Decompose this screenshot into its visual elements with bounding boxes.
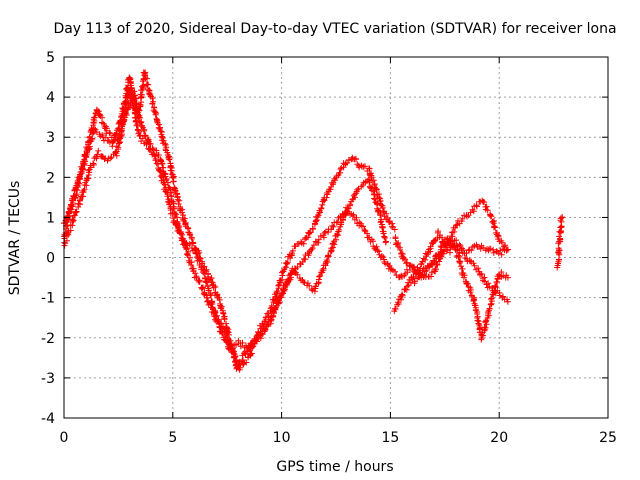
y-tick-label: 3 bbox=[46, 130, 55, 146]
y-axis-label: SDTVAR / TECUs bbox=[7, 181, 23, 296]
data-points bbox=[60, 69, 566, 373]
y-tick-label: 0 bbox=[46, 251, 55, 267]
x-tick-label: 5 bbox=[168, 430, 177, 446]
x-tick-label: 15 bbox=[381, 430, 399, 446]
plot-frame bbox=[63, 56, 609, 419]
x-axis: 0 5 10 15 20 25 bbox=[60, 57, 617, 446]
series-markers bbox=[61, 69, 398, 373]
y-tick-label: 2 bbox=[46, 170, 55, 186]
x-tick-label: 10 bbox=[273, 430, 291, 446]
y-tick-label: -1 bbox=[41, 291, 55, 307]
chart-title: Day 113 of 2020, Sidereal Day-to-day VTE… bbox=[53, 21, 616, 37]
y-tick-label: 1 bbox=[46, 210, 55, 226]
series-markers bbox=[60, 86, 511, 370]
y-tick-label: 5 bbox=[46, 50, 55, 66]
series-track-7 bbox=[554, 214, 566, 271]
y-axis: -4 -3 -2 -1 0 1 2 3 4 5 bbox=[41, 50, 608, 427]
series-track-1 bbox=[61, 69, 398, 373]
series-track-3 bbox=[60, 86, 511, 370]
y-tick-label: -2 bbox=[41, 331, 55, 347]
series-markers bbox=[409, 237, 511, 287]
y-tick-label: 4 bbox=[46, 90, 55, 106]
x-tick-label: 25 bbox=[599, 430, 617, 446]
y-tick-label: -4 bbox=[41, 411, 55, 427]
series-track-6 bbox=[409, 237, 511, 287]
x-axis-label: GPS time / hours bbox=[276, 459, 393, 475]
series-markers bbox=[554, 214, 566, 271]
y-tick-label: -3 bbox=[41, 371, 55, 387]
x-tick-label: 0 bbox=[60, 430, 69, 446]
x-tick-label: 20 bbox=[490, 430, 508, 446]
